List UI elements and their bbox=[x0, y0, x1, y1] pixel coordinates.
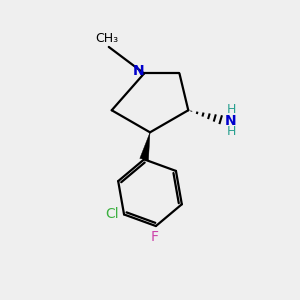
Text: N: N bbox=[224, 114, 236, 128]
Text: H: H bbox=[226, 103, 236, 116]
Polygon shape bbox=[140, 132, 150, 160]
Text: Cl: Cl bbox=[105, 208, 119, 221]
Text: CH₃: CH₃ bbox=[96, 32, 119, 45]
Text: H: H bbox=[226, 125, 236, 138]
Text: F: F bbox=[150, 230, 158, 244]
Text: N: N bbox=[133, 64, 145, 78]
